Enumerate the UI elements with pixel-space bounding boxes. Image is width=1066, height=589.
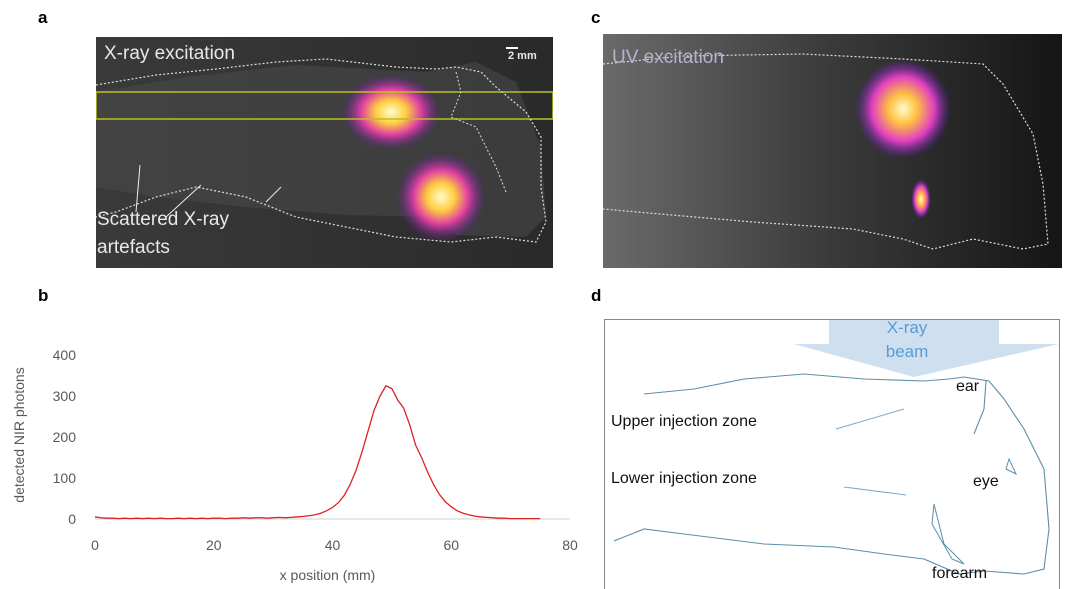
- y-tick-label: 400: [53, 347, 77, 363]
- y-tick-label: 0: [68, 511, 76, 527]
- x-tick-label: 0: [91, 537, 99, 553]
- y-axis-label: detected NIR photons: [11, 367, 27, 502]
- annotation: Scattered X-ray artefacts: [97, 206, 267, 262]
- panel-label: c: [591, 8, 600, 28]
- diagram-label: ear: [956, 378, 979, 396]
- panel-label: b: [38, 286, 48, 306]
- x-tick-label: 20: [206, 537, 222, 553]
- y-tick-label: 300: [53, 388, 77, 404]
- figure: a c b d X-ray excitation 2 mm Scattered …: [0, 0, 1066, 589]
- data-line: [95, 386, 540, 519]
- image-title: UV excitation: [612, 44, 724, 72]
- beam-label: X-ray beam: [872, 316, 942, 364]
- y-tick-label: 100: [53, 470, 77, 486]
- diagram-label: Lower injection zone: [611, 470, 757, 488]
- y-tick-label: 200: [53, 429, 77, 445]
- x-tick-label: 80: [562, 537, 578, 553]
- diagram-label: Upper injection zone: [611, 413, 757, 431]
- panel-label: d: [591, 286, 601, 306]
- image-title: X-ray excitation: [104, 40, 235, 68]
- diagram: [604, 319, 1061, 589]
- x-tick-label: 40: [325, 537, 341, 553]
- x-tick-label: 60: [443, 537, 459, 553]
- panel-label: a: [38, 8, 47, 28]
- diagram-label: forearm: [932, 565, 987, 583]
- chart: 0 100 200 300 400 0 20 40 60 80 x position (mm) det…: [0, 330, 600, 589]
- scale-bar-label: 2 mm: [508, 49, 537, 63]
- diagram-label: eye: [973, 473, 999, 491]
- x-axis-label: x position (mm): [280, 567, 376, 583]
